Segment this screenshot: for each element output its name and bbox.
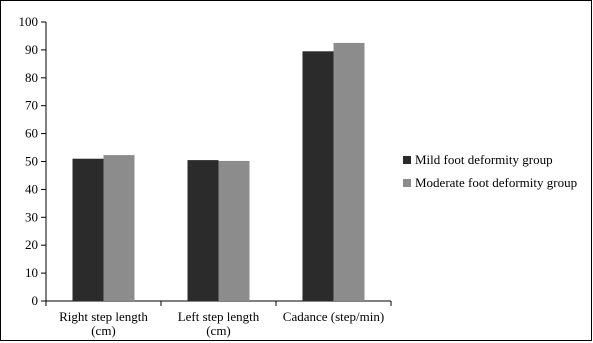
category-label: Cadance (step/min): [283, 309, 384, 324]
bar-moderate-1: [218, 160, 250, 301]
legend-entry: Moderate foot deformity group: [415, 175, 577, 190]
category-label: Right step length: [59, 309, 148, 324]
y-tick-label: 30: [25, 209, 38, 224]
bars: [72, 42, 365, 302]
legend-swatch: [403, 179, 411, 187]
y-tick-label: 80: [25, 70, 38, 85]
y-tick-label: 0: [32, 293, 39, 308]
legend: Mild foot deformity group Moderate foot d…: [403, 152, 577, 190]
x-ticks: [45, 301, 392, 306]
y-tick-label: 70: [25, 98, 38, 113]
bar-moderate-0: [103, 155, 135, 301]
category-label: (cm): [91, 323, 116, 338]
category-label: Left step length: [178, 309, 260, 324]
y-tick-label: 10: [25, 265, 38, 280]
bar-mild-2: [302, 51, 334, 301]
bar-mild-1: [187, 160, 219, 301]
y-tick-label: 50: [25, 154, 38, 169]
y-tick-label: 100: [19, 14, 39, 29]
bar-mild-0: [72, 158, 104, 301]
y-ticks: 0 10 20 30 40 50 60 70 80 90 100: [19, 14, 46, 308]
legend-entry: Mild foot deformity group: [415, 152, 553, 167]
category-labels: Right step length(cm)Left step length(cm…: [59, 309, 384, 338]
legend-swatch: [403, 156, 411, 164]
y-tick-label: 90: [25, 42, 38, 57]
y-tick-label: 60: [25, 126, 38, 141]
bar-moderate-2: [333, 42, 365, 302]
y-tick-label: 20: [25, 237, 38, 252]
y-tick-label: 40: [25, 181, 38, 196]
category-label: (cm): [206, 323, 231, 338]
